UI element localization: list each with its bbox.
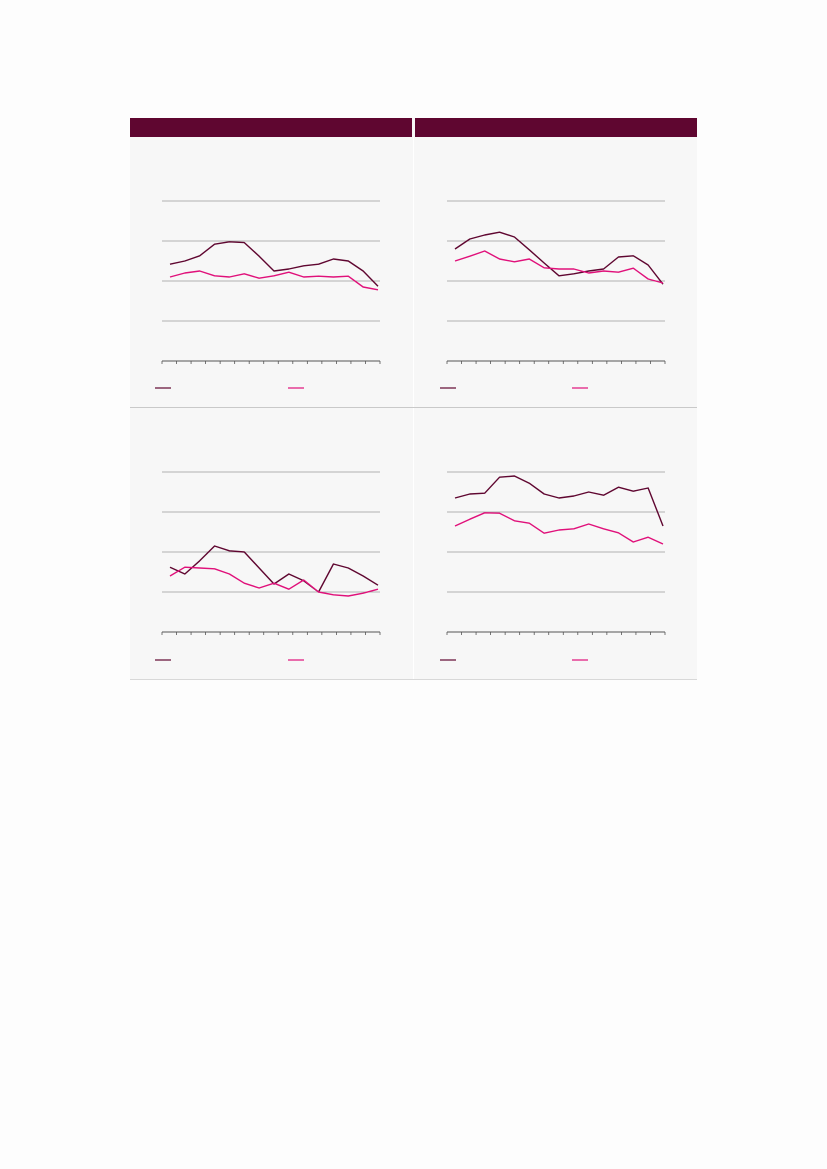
series-line-2 [454,250,664,284]
series-line-2 [169,270,379,291]
series-line-1 [454,231,664,285]
panel-header-left [130,118,412,137]
chart-top-left [155,200,381,389]
series-line-2 [454,512,664,545]
chart-top-right [440,200,666,389]
series-line-1 [169,241,379,287]
series-line-1 [454,475,664,527]
chart-bottom-left [155,471,381,661]
panel-header-right [415,118,697,137]
column-divider [413,137,414,679]
series-line-1 [169,545,379,593]
series-line-2 [169,566,379,597]
chart-panel-grid [130,118,697,680]
chart-bottom-right [440,471,666,661]
row-divider [130,407,697,408]
